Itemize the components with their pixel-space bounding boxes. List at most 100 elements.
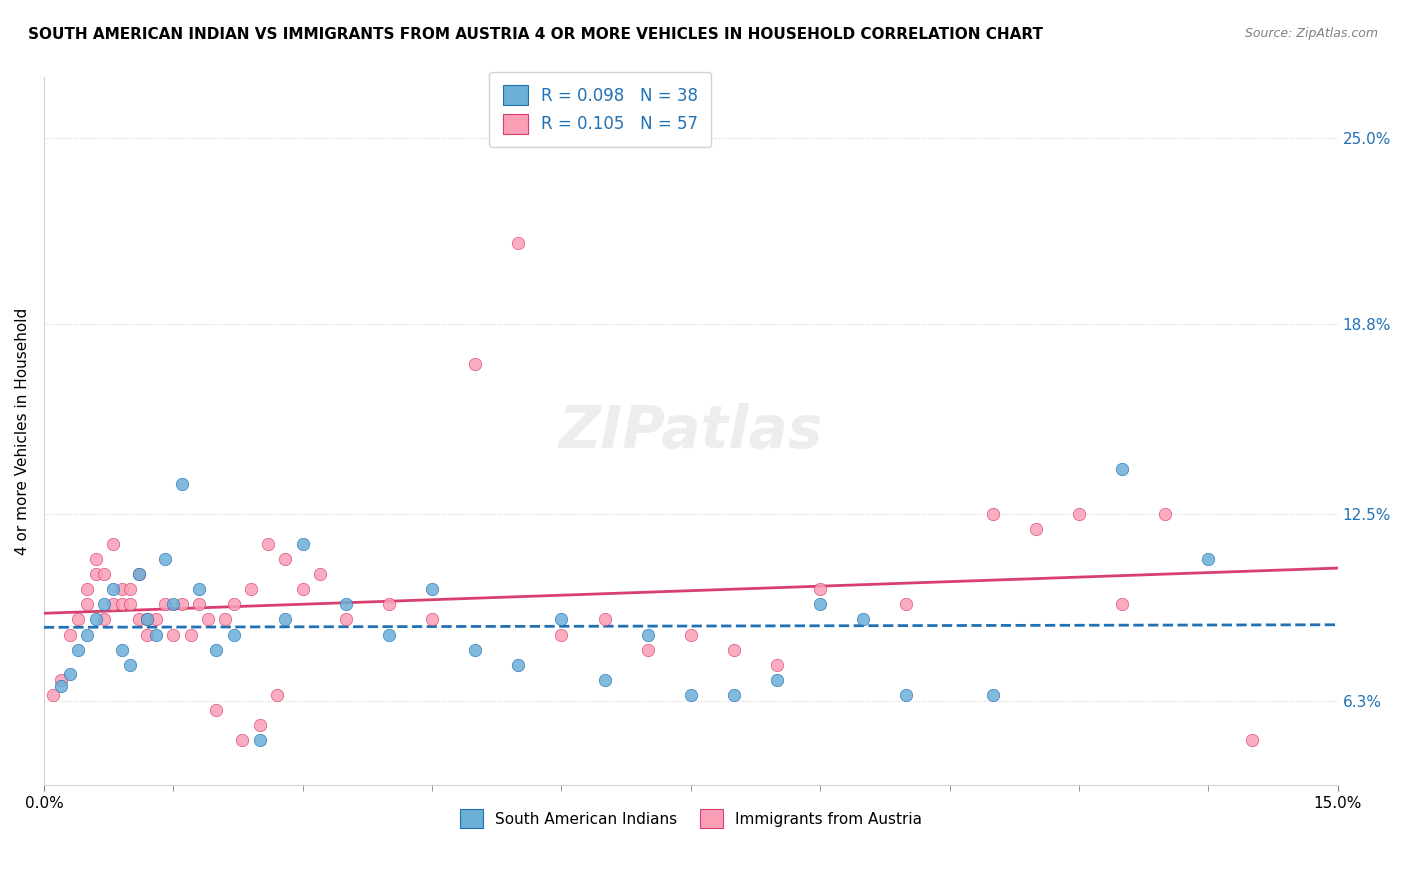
Point (508, 657, 530, 672)
Point (67, 612, 90, 626)
Point (153, 552, 176, 566)
Point (136, 627, 159, 641)
Point (214, 612, 236, 626)
Point (593, 673, 616, 687)
Point (128, 612, 150, 626)
Point (145, 612, 167, 626)
Point (84, 612, 107, 626)
Point (896, 688, 918, 702)
Point (128, 567, 150, 582)
Point (679, 627, 702, 641)
Point (309, 567, 332, 582)
Point (249, 718, 271, 732)
Point (188, 582, 211, 597)
Point (1067, 507, 1090, 521)
Point (67, 642, 90, 657)
Point (981, 507, 1004, 521)
Point (1240, 733, 1263, 747)
Point (464, 357, 486, 371)
Point (420, 612, 443, 626)
Point (222, 627, 245, 641)
Point (101, 582, 124, 597)
Point (378, 627, 401, 641)
Point (136, 612, 159, 626)
Legend: South American Indians, Immigrants from Austria: South American Indians, Immigrants from … (454, 803, 928, 834)
Point (162, 598, 184, 612)
Point (1197, 552, 1219, 566)
Point (101, 537, 124, 551)
Point (723, 688, 745, 702)
Point (84, 552, 107, 566)
Point (59, 666, 82, 681)
Point (222, 598, 245, 612)
Point (1111, 598, 1133, 612)
Point (76, 627, 98, 641)
Point (291, 582, 314, 597)
Point (41, 688, 63, 702)
Point (266, 688, 288, 702)
Point (593, 612, 616, 626)
Point (76, 582, 98, 597)
Point (291, 537, 314, 551)
Point (231, 733, 253, 747)
Point (170, 598, 193, 612)
Point (110, 642, 132, 657)
Point (170, 477, 193, 491)
Point (128, 567, 150, 582)
Point (120, 582, 142, 597)
Point (49, 679, 72, 693)
Point (120, 657, 142, 672)
Point (120, 598, 142, 612)
Point (637, 642, 659, 657)
Point (808, 598, 831, 612)
Point (93, 598, 115, 612)
Point (1154, 507, 1177, 521)
Point (637, 627, 659, 641)
Point (1111, 462, 1133, 476)
Point (1025, 522, 1047, 536)
Point (508, 235, 530, 250)
Point (180, 627, 202, 641)
Point (110, 598, 132, 612)
Text: Source: ZipAtlas.com: Source: ZipAtlas.com (1244, 27, 1378, 40)
Point (162, 627, 184, 641)
Point (766, 657, 789, 672)
Point (808, 582, 831, 597)
Point (59, 627, 82, 641)
Point (188, 598, 211, 612)
Point (145, 627, 167, 641)
Point (153, 598, 176, 612)
Point (136, 612, 159, 626)
Point (274, 552, 297, 566)
Point (335, 612, 357, 626)
Point (197, 612, 219, 626)
Point (49, 673, 72, 687)
Point (896, 598, 918, 612)
Point (723, 642, 745, 657)
Point (76, 598, 98, 612)
Point (84, 567, 107, 582)
Text: ZIPatlas: ZIPatlas (558, 403, 823, 459)
Point (274, 612, 297, 626)
Point (550, 612, 572, 626)
Point (420, 582, 443, 597)
Point (110, 582, 132, 597)
Y-axis label: 4 or more Vehicles in Household: 4 or more Vehicles in Household (15, 308, 30, 555)
Point (239, 582, 262, 597)
Point (205, 703, 228, 717)
Point (679, 688, 702, 702)
Point (335, 598, 357, 612)
Text: SOUTH AMERICAN INDIAN VS IMMIGRANTS FROM AUSTRIA 4 OR MORE VEHICLES IN HOUSEHOLD: SOUTH AMERICAN INDIAN VS IMMIGRANTS FROM… (28, 27, 1043, 42)
Point (766, 673, 789, 687)
Point (101, 598, 124, 612)
Point (257, 537, 280, 551)
Point (981, 688, 1004, 702)
Point (378, 598, 401, 612)
Point (852, 612, 875, 626)
Point (93, 567, 115, 582)
Point (205, 642, 228, 657)
Point (550, 627, 572, 641)
Point (249, 733, 271, 747)
Point (93, 612, 115, 626)
Point (464, 642, 486, 657)
